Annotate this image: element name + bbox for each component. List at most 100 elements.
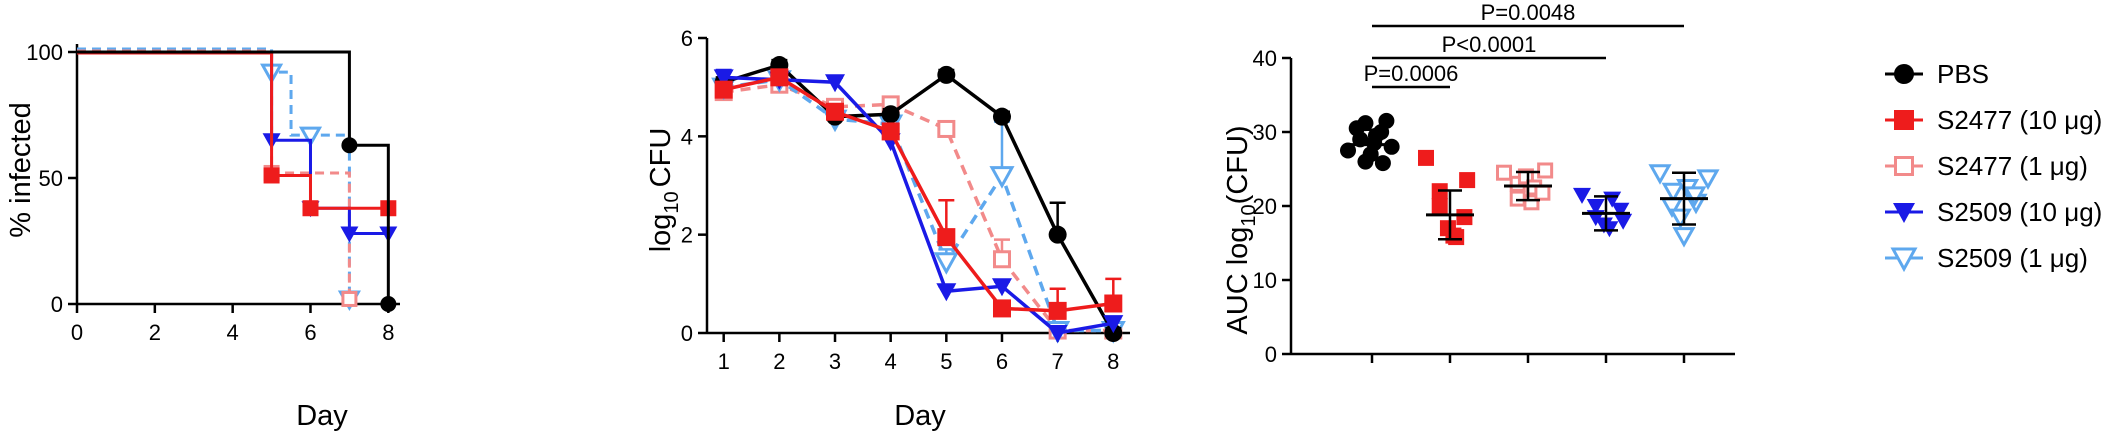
panel-b-y-tick-label: 2 [681,223,693,248]
panel-b-series-S2509_10-point [1047,325,1068,343]
legend-label: S2509 (1 μg) [1937,243,2088,273]
panel-b-series-S2477_10-point [826,102,845,121]
panel-c-group-S2477_1-point [1534,184,1551,201]
panel-c-group-S2509_1-point [1648,164,1672,185]
panel-a-series-PBS-line [77,50,390,304]
panel-a-x-tick-label: 4 [227,320,239,345]
p-value-label: P=0.0048 [1481,0,1576,25]
legend: PBS S2477 (10 μg) S2477 (1 μg) S2509 (10 μg… [1885,59,2102,273]
panel-c-group-PBS-point [1357,115,1374,132]
panel-c-ylabel-tail: (CFU) [1222,125,1254,204]
legend-marker [1894,64,1914,84]
panel-c-group-S2509_10-point [1611,202,1630,219]
panel-c-y-tick-label: 20 [1253,194,1277,219]
panel-c-y-tick-label: 0 [1265,342,1277,367]
panel-a-x-tick-label: 6 [304,320,316,345]
panel-b-ylabel-main: log [645,214,677,253]
panel-b-series-S2477_10-point [714,80,733,99]
legend-marker [1894,110,1914,130]
panel-b-series-S2477_1-point [937,119,956,138]
panel-c-group-S2477_1-point [1496,164,1512,181]
panel-a-x-tick-label: 8 [382,320,394,345]
legend-marker [1894,156,1914,176]
panel-c-ylabel: AUC log10(CFU) [1222,125,1260,334]
legend-label: S2477 (1 μg) [1937,151,2088,181]
panel-b-series-S2477_10-point [770,68,789,87]
p-value-label: P<0.0001 [1442,32,1537,57]
legend-label: S2509 (10 μg) [1937,197,2102,227]
panel-c-group-S2509_1-point [1683,186,1707,207]
panel-b-series-PBS-point [881,105,900,124]
panel-b-ylabel: log10 CFU [645,128,683,253]
panel-c-ylabel-sub: 10 [1238,204,1260,226]
panel-b-series-S2509_1-line [723,77,1114,333]
panel-c-group-S2477_10-point [1456,209,1473,226]
panel-b-series-S2477_10-point [1104,294,1123,313]
panel-c-group-S2477_10-point [1459,172,1476,189]
panel-b-series-PBS-line [723,63,1115,334]
panel-b-x-tick-label: 1 [718,349,730,374]
panel-b-x-tick-label: 5 [940,349,952,374]
panel-b-series-S2509_10-line [723,75,1114,335]
panel-b-xlabel: Day [894,400,946,432]
panel-c-group-S2477_1-point [1509,190,1526,207]
panel-b-series-S2509_1-point [989,166,1015,189]
panel-a-xlabel: Day [296,400,348,432]
panel-a-y-tick-label: 50 [39,166,63,191]
panel-a-series-S2477_10-point [263,167,280,184]
panel-b-series-S2477_10-line [723,75,1114,313]
survival-panel: % infected Day 0 50 100 0 2 4 6 8 [5,40,400,432]
cfu-panel: log10 CFU Day 0 2 4 6 1 2 3 4 5 6 7 8 [645,26,1130,432]
panel-b-series-S2477_1-point [992,250,1011,269]
panel-c-y-tick-label: 40 [1253,46,1277,71]
panel-a-series-S2509_10-point [340,226,359,243]
panel-b-series-S2509_10-point [825,74,846,93]
panel-b-x-tick-label: 4 [885,349,897,374]
panel-a-series-S2509_10-line [77,50,389,235]
p-value-label: P=0.0006 [1364,61,1459,86]
panel-c-group-S2477_1-point [1537,162,1554,179]
panel-c-group-S2477_10-point [1431,198,1448,214]
panel-c-group-S2509_10-point [1614,213,1633,230]
panel-c-y-tick-label: 10 [1253,268,1277,293]
panel-c-group-S2509_10-point [1573,187,1591,204]
panel-c-group-S2509_1-point [1661,182,1685,204]
panel-c-group-PBS-point [1383,138,1400,155]
panel-a-x-tick-label: 0 [71,320,83,345]
panel-b-series-S2509_10-point [936,283,957,302]
panel-c-y-tick-label: 30 [1253,120,1277,145]
panel-b-x-tick-label: 2 [773,349,785,374]
panel-b-series-S2509_10-point [1103,315,1124,334]
panel-b-x-tick-label: 6 [996,349,1008,374]
panel-b-x-tick-label: 3 [829,349,841,374]
panel-b-series-PBS-point [937,65,956,84]
panel-a-y-tick-label: 100 [26,40,63,65]
panel-b-series-S2477_1-line [723,82,1114,333]
legend-label: S2477 (10 μg) [1937,105,2102,135]
panel-b-series-S2509_10-point [991,278,1012,297]
panel-c-group-S2509_1-point [1696,169,1720,190]
panel-a-y-tick-label: 0 [51,292,63,317]
panel-a-ylabel: % infected [5,102,37,237]
panel-a-series-PBS-point [380,296,397,312]
panel-c-group-S2509_10-point [1586,199,1605,215]
auc-panel: AUC log10(CFU) 010203040P=0.0006P<0.0001… [1222,0,1735,367]
panel-b-series-PBS-point [1048,225,1067,244]
panel-c-group-PBS-point [1374,155,1391,172]
panel-c-group-PBS-point [1340,142,1356,159]
panel-a-series-PBS-point [341,137,358,154]
panel-b-series-S2477_10-point [881,122,900,141]
panel-b-series-S2477_10-point [992,299,1011,318]
panel-b-x-tick-label: 8 [1107,349,1119,374]
panel-c-ylabel-main: AUC log [1222,227,1254,335]
panel-c-group-S2509_1-point [1672,227,1696,248]
panel-a-series-S2509_1-point [298,126,323,148]
panel-b-y-tick-label: 0 [681,321,693,346]
panel-b-y-tick-label: 6 [681,26,693,51]
panel-a-series-S2477_1-point [341,290,358,307]
legend-label: PBS [1937,59,1989,89]
panel-b-y-tick-label: 4 [681,124,693,149]
panel-b-series-S2509_10-point [713,69,734,88]
panel-a-series-S2477_10-line [77,51,389,210]
